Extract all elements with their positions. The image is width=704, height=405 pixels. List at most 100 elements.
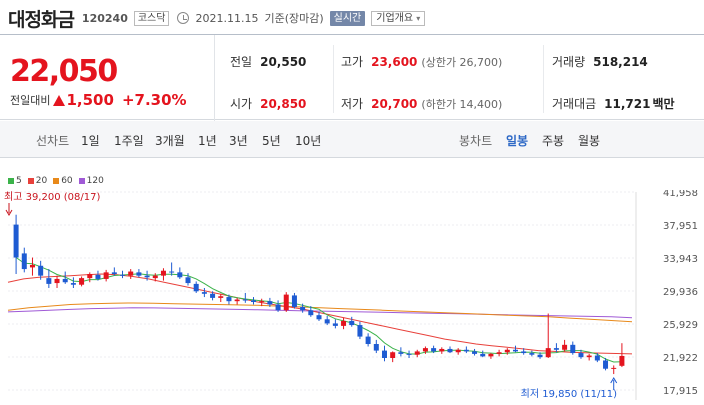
candle-body bbox=[480, 353, 486, 357]
volume-value: 518,214 bbox=[593, 54, 648, 69]
volume-label: 거래량 bbox=[552, 55, 586, 69]
candle-body bbox=[455, 349, 461, 353]
ma-legend: 5 20 60 120 bbox=[8, 176, 104, 186]
candle-body bbox=[193, 283, 199, 292]
stock-code: 120240 bbox=[81, 11, 128, 25]
price-summary: 22,050 전일대비 1,500 +7.30% 전일 20,550 고가 23… bbox=[0, 34, 704, 121]
y-tick-label: 25,929 bbox=[663, 320, 698, 331]
chevron-down-icon: ▾ bbox=[416, 13, 421, 23]
candle-body bbox=[128, 271, 134, 276]
candle-body bbox=[341, 320, 347, 326]
open-label: 시가 bbox=[230, 97, 253, 111]
tab-daily[interactable]: 일봉 bbox=[506, 134, 529, 148]
candlestick-chart: 41,958 37,951 33,943 29,936 25,929 21,922 17,9… bbox=[4, 190, 698, 400]
tab-1d[interactable]: 1일 bbox=[81, 134, 100, 148]
candle-body bbox=[422, 348, 428, 352]
tab-1w[interactable]: 1주일 bbox=[114, 134, 144, 148]
candle-body bbox=[160, 270, 166, 276]
candle-body bbox=[300, 306, 306, 311]
trade-basis: 기준(장마감) bbox=[264, 12, 324, 25]
tab-3m[interactable]: 3개월 bbox=[155, 134, 185, 148]
candle-body bbox=[324, 319, 330, 324]
y-tick-label: 21,922 bbox=[663, 353, 698, 364]
candle-body bbox=[553, 348, 559, 350]
candle-body bbox=[504, 349, 510, 353]
prev-close: 전일 20,550 bbox=[230, 53, 306, 70]
divider bbox=[543, 45, 544, 113]
corp-info-dropdown[interactable]: 기업개요 ▾ bbox=[371, 10, 426, 26]
candle-body bbox=[512, 349, 518, 352]
realtime-button[interactable]: 실시간 bbox=[329, 10, 366, 26]
ma120-line bbox=[7, 307, 633, 319]
candle-body bbox=[373, 344, 379, 351]
candle-body bbox=[611, 367, 617, 369]
legend-ma120: 120 bbox=[78, 176, 104, 186]
candle-body bbox=[463, 349, 469, 352]
candle-body bbox=[242, 299, 248, 301]
tab-5y[interactable]: 5년 bbox=[262, 134, 281, 148]
candle-body bbox=[259, 301, 265, 303]
legend-ma20: 20 bbox=[27, 176, 47, 186]
volume: 거래량 518,214 bbox=[552, 53, 648, 70]
current-price: 22,050 bbox=[10, 54, 118, 89]
candle-body bbox=[87, 274, 93, 279]
candle-body bbox=[414, 351, 420, 355]
corp-info-label: 기업개요 bbox=[376, 12, 414, 24]
candle-body bbox=[152, 275, 158, 279]
ma20-line bbox=[7, 273, 633, 355]
prev-close-label: 전일 bbox=[230, 55, 253, 69]
y-tick-label: 29,936 bbox=[663, 287, 698, 298]
candle-body bbox=[586, 355, 592, 358]
tab-10y[interactable]: 10년 bbox=[295, 134, 322, 148]
candle-body bbox=[381, 350, 387, 359]
change-amount: 1,500 bbox=[66, 91, 114, 109]
candle-body bbox=[283, 294, 289, 311]
y-tick-label: 41,958 bbox=[663, 190, 698, 199]
y-tick-label: 17,915 bbox=[663, 386, 698, 397]
low-price: 저가 20,700 (하한가 14,400) bbox=[341, 95, 502, 112]
candle-body bbox=[316, 315, 322, 320]
open-value: 20,850 bbox=[260, 96, 307, 111]
candle-body bbox=[95, 274, 101, 279]
candle-body bbox=[38, 265, 44, 276]
candle-body bbox=[251, 300, 257, 303]
candle-body bbox=[594, 355, 600, 361]
min-annotation: 최저 19,850 (11/11) bbox=[521, 388, 617, 400]
amount-label: 거래대금 bbox=[552, 97, 597, 111]
candle-body bbox=[218, 296, 224, 298]
line-chart-label: 선차트 bbox=[36, 134, 70, 148]
candle-body bbox=[234, 299, 240, 302]
candle-body bbox=[13, 224, 19, 258]
open-price: 시가 20,850 bbox=[230, 95, 306, 112]
legend-ma5: 5 bbox=[8, 176, 22, 186]
candle-body bbox=[79, 278, 85, 285]
amount-unit: 백만 bbox=[652, 97, 675, 111]
candle-body bbox=[144, 275, 150, 278]
candle-body bbox=[103, 272, 109, 279]
y-tick-label: 37,951 bbox=[663, 221, 698, 232]
y-tick-label: 33,943 bbox=[663, 254, 698, 265]
high-label: 고가 bbox=[341, 55, 364, 69]
change-rate: +7.30% bbox=[121, 91, 187, 109]
candle-body bbox=[275, 304, 281, 311]
candle-body bbox=[390, 352, 396, 359]
amount-value: 11,721 bbox=[604, 96, 651, 111]
candle-body bbox=[357, 325, 363, 337]
candle-body bbox=[185, 277, 191, 284]
tab-1y[interactable]: 1년 bbox=[198, 134, 217, 148]
trade-date: 2021.11.15 bbox=[195, 11, 259, 25]
tab-3y[interactable]: 3년 bbox=[229, 134, 248, 148]
candle-body bbox=[529, 353, 535, 355]
ma60-line bbox=[7, 302, 633, 323]
max-annotation: 최고 39,200 (08/17) bbox=[4, 191, 100, 203]
chart-period-tabs: 선차트 1일 1주일 3개월 1년 3년 5년 10년 봉차트 일봉 주봉 월봉 bbox=[0, 121, 704, 158]
trade-amount: 거래대금 11,721 백만 bbox=[552, 95, 675, 112]
candle-body bbox=[136, 272, 142, 276]
candle-body bbox=[496, 352, 502, 354]
candle-body bbox=[120, 274, 126, 276]
tab-monthly[interactable]: 월봉 bbox=[578, 134, 601, 148]
tab-weekly[interactable]: 주봉 bbox=[542, 134, 565, 148]
candle-body bbox=[226, 297, 232, 302]
candle-body bbox=[521, 351, 527, 354]
candle-body bbox=[488, 353, 494, 357]
